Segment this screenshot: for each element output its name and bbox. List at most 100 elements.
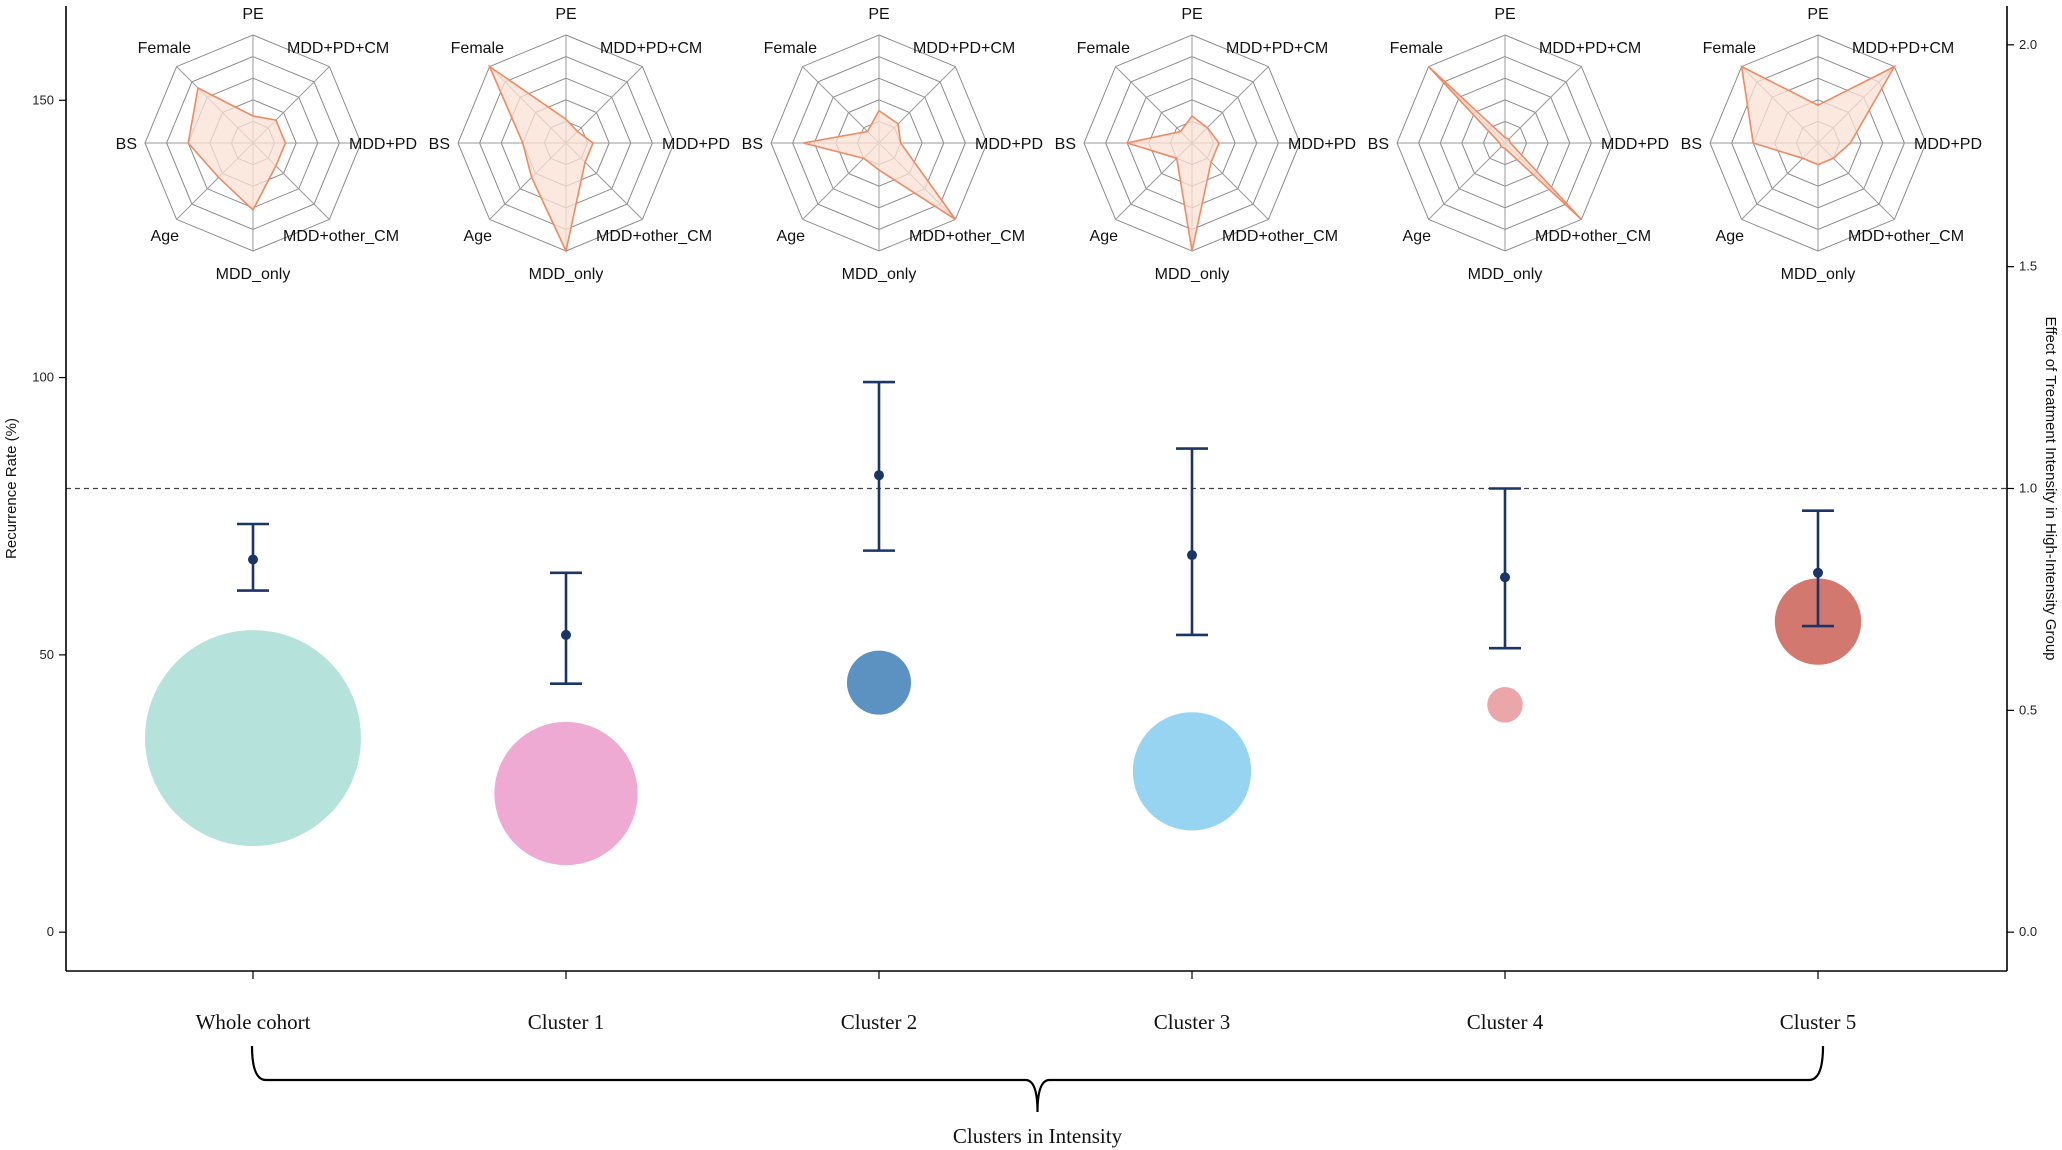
effect-point <box>1500 572 1510 583</box>
radar-axis-label: MDD+PD <box>662 136 730 153</box>
radar-axis-label: MDD+PD+CM <box>600 40 702 57</box>
radar-spoke <box>1504 66 1582 144</box>
radar-spoke <box>1428 142 1506 220</box>
radar-axis-label: Age <box>777 228 806 245</box>
category-label: Cluster 5 <box>1780 1010 1856 1034</box>
right-tick-label: 2.0 <box>2019 37 2037 52</box>
effect-point <box>1187 550 1197 561</box>
right-tick-label: 0.0 <box>2019 924 2037 939</box>
radar-axis-label: MDD_only <box>1781 266 1856 283</box>
radar-spoke <box>565 66 643 144</box>
radar-axis-label: Age <box>1090 228 1119 245</box>
category-label: Cluster 4 <box>1467 1010 1544 1034</box>
radar-axis-label: MDD+other_CM <box>596 228 712 245</box>
group-brace <box>250 1045 1825 1113</box>
radar-axis-label: Age <box>464 228 493 245</box>
x-ticks: Whole cohort Cluster 1 Cluster 2 Cluster 3 C… <box>196 971 1856 1034</box>
bubble <box>846 650 912 715</box>
radar-spoke <box>802 66 880 144</box>
radar-axis-label: MDD_only <box>216 266 291 283</box>
radar-profile <box>1124 114 1220 252</box>
radar-profile <box>1428 66 1582 220</box>
radar-axis-label: MDD_only <box>1468 266 1543 283</box>
radar-profile <box>187 86 287 212</box>
radar-axis-label: MDD+other_CM <box>283 228 399 245</box>
effect-point <box>248 554 258 565</box>
right-tick-label: 1.5 <box>2019 259 2037 274</box>
bubbles <box>145 578 1862 866</box>
radar-axis-label: BS <box>1368 136 1389 153</box>
radar-axis-label: Female <box>764 40 817 57</box>
radar-axis-label: MDD+PD <box>349 136 417 153</box>
radar-profile <box>487 64 594 254</box>
radar-axis-label: PE <box>555 6 576 23</box>
radar-axis-label: MDD+other_CM <box>1535 228 1651 245</box>
bubble <box>1487 687 1523 723</box>
right-axis-title: Effect of Treatment Intensity in High-In… <box>2042 316 2059 660</box>
right-ticks: 0.0 0.5 1.0 1.5 2.0 <box>2007 37 2037 939</box>
radar-chart: PE MDD+PD+CM MDD+PD MDD+other_CM MDD_only Age… <box>742 6 1043 283</box>
radar-axis-label: BS <box>116 136 137 153</box>
radar-axis-label: Female <box>1703 40 1756 57</box>
right-tick-label: 0.5 <box>2019 702 2037 717</box>
radar-axis-label: Age <box>1716 228 1745 245</box>
radar-axis-label: MDD_only <box>842 266 917 283</box>
radar-axis-label: PE <box>1181 6 1202 23</box>
bubble <box>494 721 638 866</box>
left-axis-title: Recurrence Rate (%) <box>3 418 20 559</box>
radar-chart: PE MDD+PD+CM MDD+PD MDD+other_CM MDD_only Age… <box>116 6 417 283</box>
radar-axis-label: MDD_only <box>529 266 604 283</box>
radar-axis-label: PE <box>868 6 889 23</box>
radar-axis-label: Female <box>1077 40 1130 57</box>
radar-axis-label: PE <box>242 6 263 23</box>
radar-axis-label: Age <box>1403 228 1432 245</box>
radar-axis-label: MDD+PD+CM <box>1226 40 1328 57</box>
radar-profile <box>803 109 957 221</box>
radar-charts: PE MDD+PD+CM MDD+PD MDD+other_CM MDD_only Age… <box>116 6 1982 283</box>
radar-axis-label: MDD+PD <box>1288 136 1356 153</box>
effect-point <box>561 629 571 640</box>
x-axis-title: Clusters in Intensity <box>953 1124 1123 1148</box>
left-ticks: 0 50 100 150 <box>32 92 66 939</box>
radar-chart: PE MDD+PD+CM MDD+PD MDD+other_CM MDD_only Age… <box>1681 6 1982 283</box>
category-label: Cluster 2 <box>841 1010 917 1034</box>
radar-chart: PE MDD+PD+CM MDD+PD MDD+other_CM MDD_only Age… <box>1055 6 1356 283</box>
radar-axis-label: PE <box>1494 6 1515 23</box>
radar-axis-label: Female <box>1390 40 1443 57</box>
radar-axis-label: MDD+PD+CM <box>1539 40 1641 57</box>
radar-axis-label: MDD+PD+CM <box>287 40 389 57</box>
radar-chart: PE MDD+PD+CM MDD+PD MDD+other_CM MDD_only Age… <box>1368 6 1669 283</box>
radar-axis-label: MDD+other_CM <box>909 228 1025 245</box>
bubble <box>1132 712 1252 831</box>
category-label: Whole cohort <box>196 1010 311 1034</box>
radar-axis-label: BS <box>1055 136 1076 153</box>
radar-axis-label: MDD+PD+CM <box>1852 40 1954 57</box>
effect-point <box>874 470 884 481</box>
radar-axis-label: MDD+other_CM <box>1222 228 1338 245</box>
left-tick-label: 100 <box>32 370 54 385</box>
radar-axis-label: MDD+PD+CM <box>913 40 1015 57</box>
category-label: Cluster 1 <box>528 1010 604 1034</box>
left-tick-label: 50 <box>40 647 54 662</box>
radar-axis-label: BS <box>429 136 450 153</box>
left-tick-label: 0 <box>47 924 54 939</box>
radar-axis-label: Age <box>151 228 180 245</box>
radar-axis-label: MDD+PD <box>1914 136 1982 153</box>
bubble <box>145 630 361 847</box>
radar-axis-label: MDD+PD <box>1601 136 1669 153</box>
radar-axis-label: MDD+other_CM <box>1848 228 1964 245</box>
category-label: Cluster 3 <box>1154 1010 1230 1034</box>
radar-axis-label: BS <box>742 136 763 153</box>
radar-axis-label: MDD+PD <box>975 136 1043 153</box>
radar-axis-label: BS <box>1681 136 1702 153</box>
radar-axis-label: Female <box>138 40 191 57</box>
left-tick-label: 150 <box>32 92 54 107</box>
right-tick-label: 1.0 <box>2019 481 2037 496</box>
radar-spoke <box>1115 66 1193 144</box>
radar-profile <box>1740 64 1897 166</box>
radar-axis-label: PE <box>1807 6 1828 23</box>
effect-estimates <box>237 380 1834 686</box>
radar-axis-label: Female <box>451 40 504 57</box>
radar-chart: PE MDD+PD+CM MDD+PD MDD+other_CM MDD_only Age… <box>429 6 730 283</box>
